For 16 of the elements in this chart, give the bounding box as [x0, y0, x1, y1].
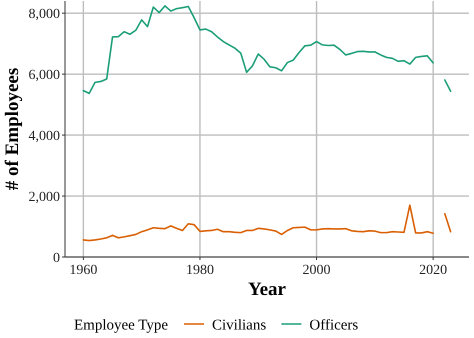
line-series: [82, 204, 434, 242]
legend-title: Employee Type: [74, 317, 168, 334]
x-tick-label: 2000: [302, 263, 331, 278]
y-tick-label: 8,000: [28, 7, 60, 22]
x-tick-label: 1960: [69, 263, 98, 278]
y-tick-label: 6,000: [28, 68, 60, 84]
y-tick-label: 2,000: [28, 190, 60, 205]
y-tick-label: 4,000: [28, 128, 60, 144]
x-tick-label: 2020: [419, 263, 448, 278]
legend-label: Civilians: [212, 317, 266, 334]
x-axis-title: Year: [248, 279, 287, 300]
y-axis-title: # of Employees: [2, 68, 23, 190]
x-tick-label: 1980: [186, 263, 214, 278]
y-tick-label: 0: [53, 250, 60, 266]
legend-label: Officers: [309, 317, 358, 334]
line-series: [82, 5, 434, 94]
